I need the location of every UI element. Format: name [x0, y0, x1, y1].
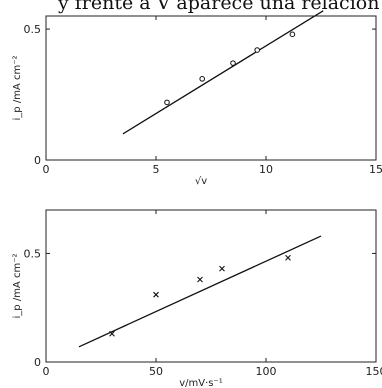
x-tick-label: 50 — [149, 365, 163, 378]
x-tick-label: 150 — [366, 365, 382, 378]
x-axis-label: v/mV·s⁻¹ — [179, 378, 223, 388]
x-tick-label: 0 — [43, 365, 50, 378]
x-tick-label: 100 — [256, 365, 277, 378]
data-point-stroke — [285, 254, 291, 261]
data-point — [254, 47, 261, 53]
data-point-stroke — [219, 265, 225, 272]
y-tick-label: 0.5 — [24, 23, 42, 36]
chart-top: 0 5 10 15 0 0.5 √v i_p /mA cm⁻² — [12, 10, 382, 187]
y-axis-label: i_p /mA cm⁻² — [12, 56, 23, 121]
data-point — [199, 76, 205, 82]
header-text: y frente a V aparece una relación l — [58, 0, 382, 14]
x-tick-label: 10 — [259, 163, 273, 176]
plot-frame — [45, 15, 377, 161]
data-point — [289, 31, 296, 38]
plot-frame — [45, 209, 377, 363]
x-tick-label: 15 — [369, 163, 382, 176]
x-tick-label: 5 — [153, 163, 160, 176]
y-tick-label: 0.5 — [24, 247, 42, 260]
data-point-stroke — [153, 291, 159, 298]
x-tick-label: 0 — [43, 163, 50, 176]
data-point — [285, 254, 291, 261]
data-point — [153, 291, 159, 298]
data-point — [230, 60, 236, 66]
data-point-stroke — [109, 330, 115, 337]
chart-bottom: 0 50 100 150 0 0.5 v/mV·s⁻¹ i_p /mA cm⁻² — [12, 209, 382, 388]
x-axis-label: √v — [195, 176, 207, 187]
data-point — [197, 276, 203, 283]
data-point-stroke — [197, 276, 203, 283]
y-axis-label: i_p /mA cm⁻² — [12, 254, 23, 319]
fit-line — [122, 10, 324, 135]
y-tick-label: 0 — [34, 356, 41, 369]
fit-line — [78, 235, 322, 348]
data-point — [164, 99, 170, 106]
data-point — [219, 265, 225, 272]
data-point — [109, 330, 115, 337]
y-tick-label: 0 — [34, 154, 41, 167]
